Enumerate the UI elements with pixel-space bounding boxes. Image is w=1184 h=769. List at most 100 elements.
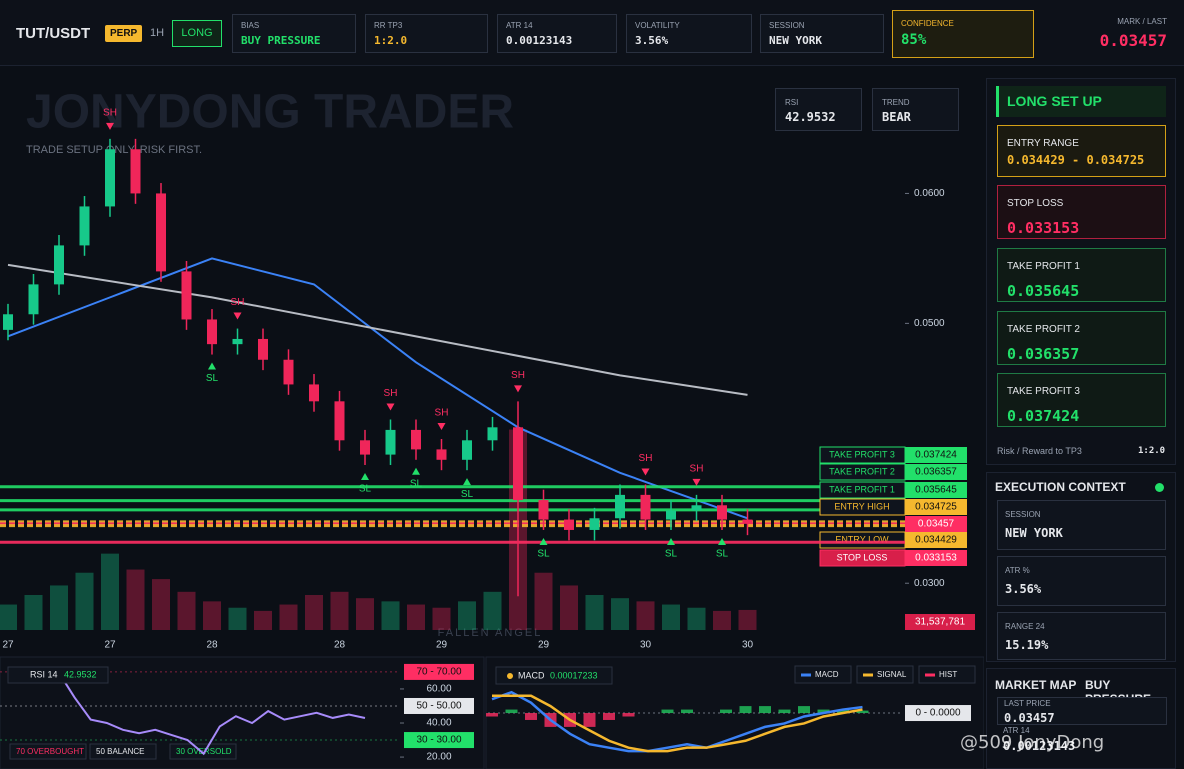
rsi-level-box [404, 663, 474, 680]
status-dot [1155, 483, 1164, 492]
y-tick-label: 0.0300 [914, 578, 945, 589]
context-value: 15.19% [1005, 638, 1049, 652]
level-name: TAKE PROFIT 1 [829, 484, 895, 494]
level-name: TAKE PROFIT 3 [829, 449, 895, 459]
candle-body [691, 505, 702, 511]
signal-high: SH [435, 408, 449, 419]
macd-dot [507, 673, 513, 679]
side: LONG [172, 20, 222, 47]
rsi-legend-box [169, 743, 237, 760]
candle-body [487, 427, 498, 441]
hist-bar [759, 706, 771, 714]
level-name: ENTRY LOW [835, 534, 889, 544]
stat-box: RR TP3 1:2.0 [365, 14, 488, 53]
zero-label: 0 - 0.0000 [915, 708, 960, 719]
macd-title-box [495, 666, 613, 685]
signal-high: SH [384, 388, 398, 399]
level-value-box [905, 482, 967, 498]
volume-bar [203, 601, 221, 630]
level-value: 0.035645 [915, 485, 957, 496]
volume-bar [279, 604, 298, 630]
x-tick-label: 30 [742, 640, 754, 651]
mark-value: 0.03457 [1099, 31, 1167, 50]
candle-body [360, 440, 370, 455]
context-label: RANGE 24 [1005, 622, 1045, 631]
rsi-box: RSI 42.9532 [775, 88, 862, 131]
entry-card: ENTRY RANGE 0.034429 - 0.034725 [997, 125, 1166, 177]
y-tick-label: 60.00 [426, 684, 451, 695]
candle-body [309, 384, 319, 402]
level-value: 0.037424 [915, 450, 957, 461]
y-tick-label: 20.00 [426, 752, 451, 763]
volume-bar [687, 607, 706, 630]
x-tick-label: 29 [436, 640, 448, 651]
context-card: ATR % 3.56% [997, 556, 1166, 606]
stop-value: 0.033153 [1007, 219, 1080, 237]
level-value: 0.034725 [915, 502, 957, 513]
legend-box [918, 665, 976, 684]
signal-high: SH [511, 370, 525, 381]
rsi-level-label: 70 - 70.00 [416, 667, 461, 678]
context-title: EXECUTION CONTEXT [995, 480, 1126, 494]
credit: @509 JonyDong [960, 732, 1105, 753]
target-value: 0.036357 [1007, 345, 1080, 363]
candle-body [411, 429, 421, 450]
legend-box [794, 665, 852, 684]
level-value-box [905, 516, 967, 532]
stat-label: ATR 14 [506, 21, 533, 30]
macd-last: 0.00017233 [550, 670, 598, 680]
rsi-line [9, 667, 366, 756]
candle-body [385, 429, 396, 455]
candle-body [717, 505, 727, 520]
signal-low: SL [665, 549, 678, 560]
last-label: LAST PRICE [1004, 699, 1051, 708]
candle-body [232, 338, 243, 345]
hist-bar [817, 709, 830, 714]
volume-bar [662, 604, 680, 630]
signal-arrow [208, 362, 216, 370]
volume-bar [0, 604, 17, 630]
legend-box [856, 665, 914, 684]
stat-value: BUY PRESSURE [241, 34, 321, 47]
volume-bar [254, 610, 272, 630]
rsi-level-label: 30 - 30.00 [416, 735, 461, 746]
setup-title: LONG SET UP [996, 86, 1166, 117]
macd-title: MACD [518, 670, 545, 680]
market-panel: MARKET MAP BUY PRESSURE LAST PRICE 0.034… [986, 668, 1176, 769]
chart-area: JONYDONG TRADER TRADE SETUP ONLY. RISK F… [0, 85, 984, 769]
volume-label-box [905, 614, 975, 630]
rsi-last: 42.9532 [64, 669, 97, 679]
target-value: 0.035645 [1007, 282, 1080, 300]
level-value: 0.03457 [918, 519, 955, 530]
candle-body [615, 494, 625, 519]
pattern-label: FALLEN ANGEL [438, 627, 543, 639]
stat-box: SESSION NEW YORK [760, 14, 884, 53]
macd-line [491, 690, 863, 753]
market-title: MARKET MAP [995, 678, 1077, 692]
volume-bar [560, 585, 578, 630]
rsi-title: RSI 14 [30, 669, 58, 679]
signal-arrow [667, 537, 675, 545]
y-tick-label: 0.0500 [914, 318, 945, 329]
candle-body [334, 401, 345, 441]
zero-label-box [905, 705, 971, 722]
candle-body [54, 245, 64, 285]
level-value-box [905, 550, 967, 566]
rsi-level-label: 50 - 50.00 [416, 701, 461, 712]
stat-value: 1:2.0 [374, 34, 408, 47]
x-tick-label: 29 [538, 640, 550, 651]
hist-bar [856, 710, 869, 714]
stat-label: SESSION [769, 21, 805, 30]
rsi-title-box [7, 666, 109, 684]
volume-bar [50, 585, 68, 630]
mark-label: MARK / LAST [1117, 17, 1167, 26]
signal-arrow [692, 478, 701, 486]
rr-value: 1:2.0 [1138, 446, 1166, 456]
rsi-legend: 50 BALANCE [96, 747, 144, 756]
stat-value: NEW YORK [769, 34, 822, 47]
candle-body [130, 149, 141, 194]
stat-box: BIAS BUY PRESSURE [232, 14, 356, 53]
context-card: SESSION NEW YORK [997, 500, 1166, 550]
moving-average [7, 263, 748, 396]
volume-bar [126, 569, 145, 630]
